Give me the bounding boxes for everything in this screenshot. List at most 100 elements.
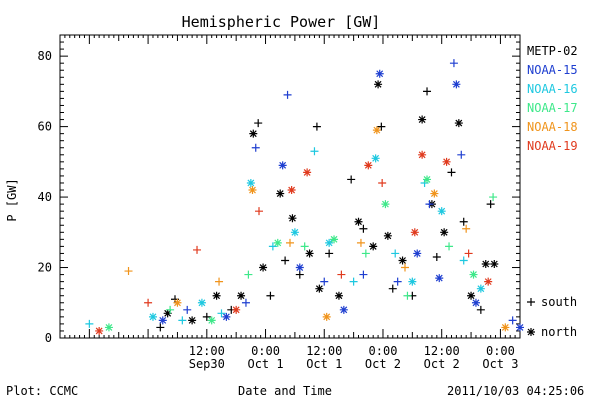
data-point-north [212,291,221,300]
data-point-south [286,238,294,247]
legend-entry: NOAA-16 [527,82,578,96]
data-point-north [383,231,392,240]
data-point-south [217,309,226,318]
legend: METP-02 NOAA-15 NOAA-16 NOAA-17 NOAA-18 NOAA-… [527,44,578,153]
data-point-south [403,291,412,300]
data-point-south [310,147,319,156]
data-point-south [378,178,387,187]
data-point-south [85,319,94,328]
data-point-north [246,178,255,187]
data-point-north [290,228,299,237]
data-point-north [469,270,478,279]
data-point-north [248,186,257,195]
x-tick-label: 12:00 [424,344,460,358]
data-point-south [166,305,175,314]
x-tick-label: 0:00 [486,344,515,358]
x-tick-label: 12:00 [306,344,342,358]
data-point-south [359,224,368,233]
data-point-south [312,122,321,131]
data-point-south [124,267,133,276]
data-point-south [489,193,498,202]
data-point-north [442,157,451,166]
data-point-north [148,312,157,321]
data-point-north [410,228,419,237]
timestamp: 2011/10/03 04:25:06 [447,384,584,398]
legend-entry: METP-02 [527,44,578,58]
data-point-north [364,161,373,170]
data-point-north [303,168,312,177]
data-point-north [305,249,314,258]
data-point-south [476,305,485,314]
data-point-south [144,298,153,307]
data-point-north [325,238,334,247]
data-point-north [408,277,417,286]
data-point-north [222,312,231,321]
data-point-north [490,260,499,269]
data-point-south [447,168,456,177]
data-point-north [476,284,485,293]
data-point-south [388,284,397,293]
chart-title: Hemispheric Power [GW] [182,13,381,31]
data-point-north [354,217,363,226]
data-point-south [241,298,250,307]
data-point-north [295,263,304,272]
data-point-north [163,309,172,318]
data-point-north [158,316,167,325]
x-tick-label: 12:00 [189,344,225,358]
data-point-south [508,316,517,325]
marker-legend-label: north [541,325,577,339]
data-point-north [372,126,381,135]
y-axis-label: P [GW] [5,178,19,221]
data-point-north [188,316,197,325]
data-point-south [457,150,466,159]
data-point-south [423,87,432,96]
data-point-south [356,238,365,247]
data-point-north [413,249,422,258]
y-axis-ticks: 0 20 40 60 80 [38,34,520,345]
x-tick-label: 0:00 [369,344,398,358]
data-point-south [244,270,253,279]
data-point-north [454,119,463,128]
y-tick-label: 0 [45,331,52,345]
data-point-north [381,200,390,209]
data-point-north [467,291,476,300]
data-point-south [459,217,468,226]
data-point-north [259,263,268,272]
data-point-south [266,291,275,300]
data-point-south [283,90,292,99]
data-point-north [369,242,378,251]
data-point-south [251,143,260,152]
data-point-south [377,122,386,131]
data-point-south [254,119,263,128]
data-point-north [501,323,510,332]
data-point-south [268,242,277,251]
data-point-south [320,277,329,286]
data-point-north [232,305,241,314]
data-point-north [104,323,113,332]
data-point-south [178,316,187,325]
data-point-south [445,242,454,251]
data-point-south [300,242,309,251]
data-point-south [156,323,165,332]
data-point-south [391,249,400,258]
x-axis-label: Date and Time [238,384,332,398]
y-tick-label: 60 [38,120,52,134]
data-point-south [361,249,370,258]
data-point-north [374,80,383,89]
data-point-north [315,284,324,293]
data-point-north [278,161,287,170]
data-point-north [95,326,104,335]
data-point-north [437,207,446,216]
data-point-north [435,274,444,283]
legend-entry: NOAA-17 [527,101,578,115]
data-point-south [349,277,358,286]
data-point-south [401,263,409,272]
data-point-north [481,260,490,269]
x-tick-label: 0:00 [251,344,280,358]
y-tick-label: 80 [38,49,52,63]
x-tick-date-label: Oct 1 [247,357,283,371]
data-point-north [398,256,407,265]
data-point-south [459,256,468,265]
data-point-south [462,224,471,233]
data-point-north [237,291,246,300]
